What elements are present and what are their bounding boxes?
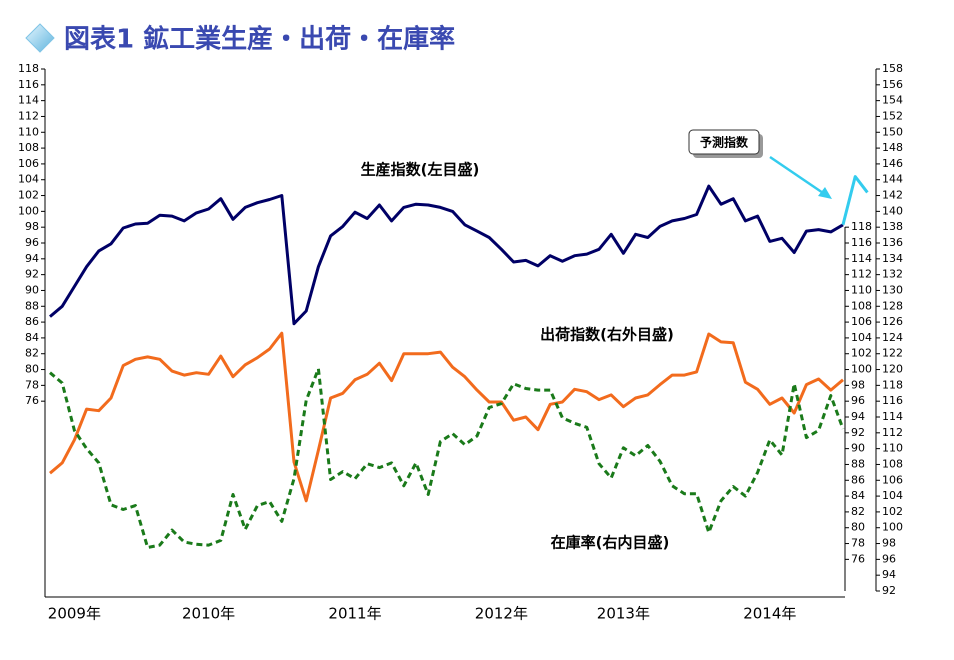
y2-tick-label: 132 <box>882 268 903 281</box>
y3-tick-label: 98 <box>851 378 865 391</box>
y3-tick-label: 80 <box>851 521 865 534</box>
y2-tick-label: 156 <box>882 78 903 91</box>
y2-tick-label: 130 <box>882 283 903 296</box>
y-tick-label: 94 <box>25 252 39 265</box>
y-tick-label: 112 <box>18 109 39 122</box>
y-tick-label: 76 <box>25 394 39 407</box>
y2-tick-label: 104 <box>882 489 903 502</box>
y2-tick-label: 136 <box>882 236 903 249</box>
y-tick-label: 106 <box>18 157 39 170</box>
y-tick-label: 88 <box>25 299 39 312</box>
y2-tick-label: 146 <box>882 157 903 170</box>
y3-tick-label: 116 <box>851 236 872 249</box>
callout-arrow <box>769 155 827 197</box>
y-tick-label: 82 <box>25 347 39 360</box>
title-icon <box>25 23 55 53</box>
y2-tick-label: 152 <box>882 109 903 122</box>
series-line <box>841 175 869 226</box>
x-tick-label: 2012年 <box>475 605 528 623</box>
y-tick-label: 114 <box>18 94 39 107</box>
y3-tick-label: 110 <box>851 283 872 296</box>
y3-tick-label: 114 <box>851 252 872 265</box>
y2-tick-label: 142 <box>882 189 903 202</box>
y-tick-label: 118 <box>18 62 39 75</box>
y2-tick-label: 114 <box>882 410 903 423</box>
y2-tick-label: 124 <box>882 331 903 344</box>
y-tick-label: 78 <box>25 378 39 391</box>
y-tick-label: 108 <box>18 141 39 154</box>
y3-tick-label: 118 <box>851 220 872 233</box>
y2-tick-label: 100 <box>882 521 903 534</box>
y2-tick-label: 122 <box>882 347 903 360</box>
x-tick-label: 2010年 <box>182 605 235 623</box>
y2-tick-label: 148 <box>882 141 903 154</box>
y2-tick-label: 138 <box>882 220 903 233</box>
y3-tick-label: 102 <box>851 347 872 360</box>
y-tick-label: 90 <box>25 283 39 296</box>
y2-tick-label: 94 <box>882 568 896 581</box>
y2-tick-label: 110 <box>882 442 903 455</box>
y-tick-label: 84 <box>25 331 39 344</box>
y-tick-label: 92 <box>25 268 39 281</box>
y-tick-label: 96 <box>25 236 39 249</box>
y2-tick-label: 92 <box>882 584 896 597</box>
y3-tick-label: 94 <box>851 410 865 423</box>
y2-tick-label: 112 <box>882 426 903 439</box>
y2-tick-label: 150 <box>882 125 903 138</box>
series-line <box>49 367 845 549</box>
y3-tick-label: 78 <box>851 537 865 550</box>
y2-tick-label: 98 <box>882 537 896 550</box>
y2-tick-label: 140 <box>882 204 903 217</box>
y3-tick-label: 112 <box>851 268 872 281</box>
y-tick-label: 80 <box>25 363 39 376</box>
y-tick-label: 102 <box>18 189 39 202</box>
y3-tick-label: 82 <box>851 505 865 518</box>
y3-tick-label: 92 <box>851 426 865 439</box>
y3-tick-label: 100 <box>851 363 872 376</box>
series-label: 在庫率(右内目盛) <box>551 534 670 552</box>
y-tick-label: 110 <box>18 125 39 138</box>
x-tick-label: 2014年 <box>743 605 796 623</box>
y3-tick-label: 86 <box>851 473 865 486</box>
chart-title: 図表1 鉱工業生産・出荷・在庫率 <box>64 24 455 55</box>
y-tick-label: 86 <box>25 315 39 328</box>
y2-tick-label: 102 <box>882 505 903 518</box>
callout-arrowhead <box>818 187 832 199</box>
series-line <box>49 184 844 326</box>
series-label: 生産指数(左目盛) <box>361 161 480 179</box>
x-tick-label: 2009年 <box>48 605 101 623</box>
x-tick-label: 2011年 <box>328 605 381 623</box>
y2-tick-label: 126 <box>882 315 903 328</box>
y-tick-label: 116 <box>18 78 39 91</box>
y3-tick-label: 104 <box>851 331 872 344</box>
y-tick-label: 100 <box>18 204 39 217</box>
x-tick-label: 2013年 <box>597 605 650 623</box>
y3-tick-label: 96 <box>851 394 865 407</box>
y2-tick-label: 158 <box>882 62 903 75</box>
y3-tick-label: 90 <box>851 442 865 455</box>
series-label: 出荷指数(右外目盛) <box>540 326 674 344</box>
y2-tick-label: 106 <box>882 473 903 486</box>
series-line <box>49 331 844 503</box>
y2-tick-label: 96 <box>882 552 896 565</box>
y2-tick-label: 120 <box>882 363 903 376</box>
y-tick-label: 98 <box>25 220 39 233</box>
y3-tick-label: 84 <box>851 489 865 502</box>
y3-tick-label: 106 <box>851 315 872 328</box>
y2-tick-label: 144 <box>882 173 903 186</box>
y2-tick-label: 118 <box>882 378 903 391</box>
y2-tick-label: 116 <box>882 394 903 407</box>
callout-box <box>688 129 760 155</box>
y2-tick-label: 108 <box>882 457 903 470</box>
y2-tick-label: 154 <box>882 94 903 107</box>
y3-tick-label: 88 <box>851 457 865 470</box>
y2-tick-label: 128 <box>882 299 903 312</box>
callout-label: 予測指数 <box>700 135 749 150</box>
y2-tick-label: 134 <box>882 252 903 265</box>
y3-tick-label: 76 <box>851 552 865 565</box>
y3-tick-label: 108 <box>851 299 872 312</box>
y-tick-label: 104 <box>18 173 39 186</box>
